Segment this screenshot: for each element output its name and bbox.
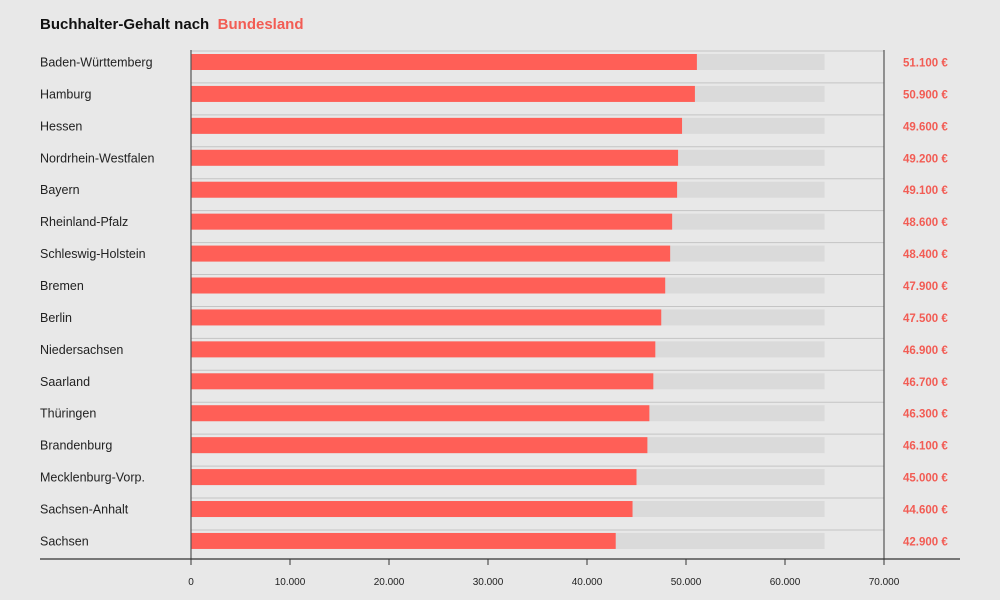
- value-label: 46.700 €: [903, 377, 948, 389]
- x-tick-label: 60.000: [770, 577, 801, 588]
- x-tick-label: 70.000: [869, 577, 900, 588]
- x-tick-label: 20.000: [374, 577, 405, 588]
- value-label: 50.900 €: [903, 89, 948, 101]
- bar: [191, 149, 679, 166]
- category-label: Schleswig-Holstein: [40, 247, 146, 261]
- bar: [191, 181, 678, 198]
- value-label: 46.900 €: [903, 345, 948, 357]
- value-label: 45.000 €: [903, 473, 948, 485]
- category-label: Hessen: [40, 119, 82, 133]
- category-label: Brandenburg: [40, 439, 112, 453]
- bar: [191, 245, 671, 262]
- bar: [191, 85, 695, 102]
- bar: [191, 469, 637, 486]
- x-tick-label: 50.000: [671, 577, 702, 588]
- value-label: 48.400 €: [903, 249, 948, 261]
- bar: [191, 117, 683, 134]
- value-label: 47.500 €: [903, 313, 948, 325]
- value-label: 49.100 €: [903, 185, 948, 197]
- category-label: Baden-Württemberg: [40, 56, 153, 70]
- chart-title-highlight: Bundesland: [218, 16, 304, 33]
- bar: [191, 437, 648, 454]
- value-label: 46.100 €: [903, 441, 948, 453]
- category-label: Bayern: [40, 183, 80, 197]
- category-label: Berlin: [40, 311, 72, 325]
- plot-area: Baden-Württemberg 51.100 € Hamburg 50.900 €…: [40, 50, 960, 588]
- value-label: 46.300 €: [903, 409, 948, 421]
- category-label: Sachsen-Anhalt: [40, 503, 129, 517]
- bar: [191, 309, 662, 326]
- chart-title: Buchhalter-Gehalt nach Bundesland: [40, 16, 304, 33]
- category-label: Nordrhein-Westfalen: [40, 151, 154, 165]
- category-label: Niedersachsen: [40, 343, 123, 357]
- chart-title-main: Buchhalter-Gehalt nach: [40, 16, 209, 33]
- category-label: Rheinland-Pfalz: [40, 215, 128, 229]
- category-label: Mecklenburg-Vorp.: [40, 471, 145, 485]
- x-tick-label: 10.000: [275, 577, 306, 588]
- bar: [191, 213, 673, 230]
- bar: [191, 405, 650, 422]
- bar: [191, 532, 616, 549]
- bar: [191, 501, 633, 518]
- value-label: 47.900 €: [903, 281, 948, 293]
- value-label: 42.900 €: [903, 536, 948, 548]
- value-label: 51.100 €: [903, 58, 948, 70]
- category-label: Sachsen: [40, 534, 89, 548]
- category-label: Saarland: [40, 375, 90, 389]
- value-label: 48.600 €: [903, 217, 948, 229]
- x-tick-label: 30.000: [473, 577, 504, 588]
- category-label: Thüringen: [40, 407, 96, 421]
- x-tick-label: 40.000: [572, 577, 603, 588]
- bar: [191, 54, 697, 70]
- x-tick-label: 0: [188, 577, 194, 588]
- category-label: Bremen: [40, 279, 84, 293]
- value-label: 49.200 €: [903, 153, 948, 165]
- value-label: 44.600 €: [903, 505, 948, 517]
- bar: [191, 277, 666, 294]
- bar: [191, 341, 656, 358]
- category-label: Hamburg: [40, 87, 91, 101]
- value-label: 49.600 €: [903, 121, 948, 133]
- bar: [191, 373, 654, 390]
